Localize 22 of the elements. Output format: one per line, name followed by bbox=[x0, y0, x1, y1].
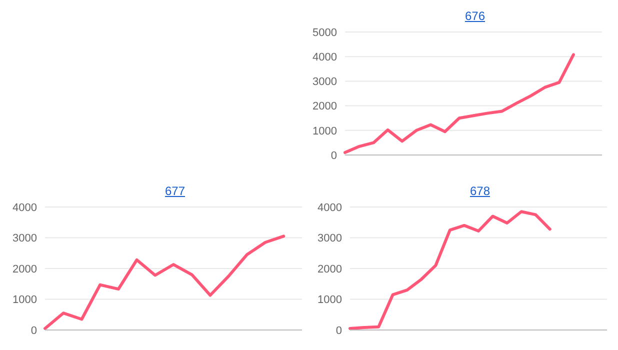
line-series bbox=[348, 210, 552, 330]
y-tick-label: 4000 bbox=[318, 202, 342, 214]
line-series bbox=[44, 234, 286, 330]
y-tick-label: 5000 bbox=[312, 26, 337, 39]
y-tick-label: 3000 bbox=[318, 232, 342, 245]
y-tick-label: 0 bbox=[330, 150, 337, 162]
y-tick-label: 3000 bbox=[312, 76, 337, 88]
y-tick-label: 0 bbox=[336, 324, 342, 337]
y-tick-label: 0 bbox=[30, 324, 37, 337]
y-tick-label: 2000 bbox=[312, 100, 337, 113]
y-tick-label: 1000 bbox=[312, 125, 337, 138]
y-tick-label: 1000 bbox=[318, 294, 342, 306]
chart-title: 677 bbox=[164, 183, 186, 199]
chart-title: 676 bbox=[464, 8, 486, 24]
y-tick-label: 3000 bbox=[12, 232, 37, 245]
line-series bbox=[344, 53, 575, 154]
y-tick-label: 2000 bbox=[12, 263, 37, 276]
chart-title: 678 bbox=[468, 183, 492, 199]
y-tick-label: 4000 bbox=[12, 202, 37, 214]
y-tick-label: 4000 bbox=[312, 52, 337, 64]
y-tick-label: 2000 bbox=[318, 263, 342, 276]
y-tick-label: 1000 bbox=[12, 294, 37, 306]
